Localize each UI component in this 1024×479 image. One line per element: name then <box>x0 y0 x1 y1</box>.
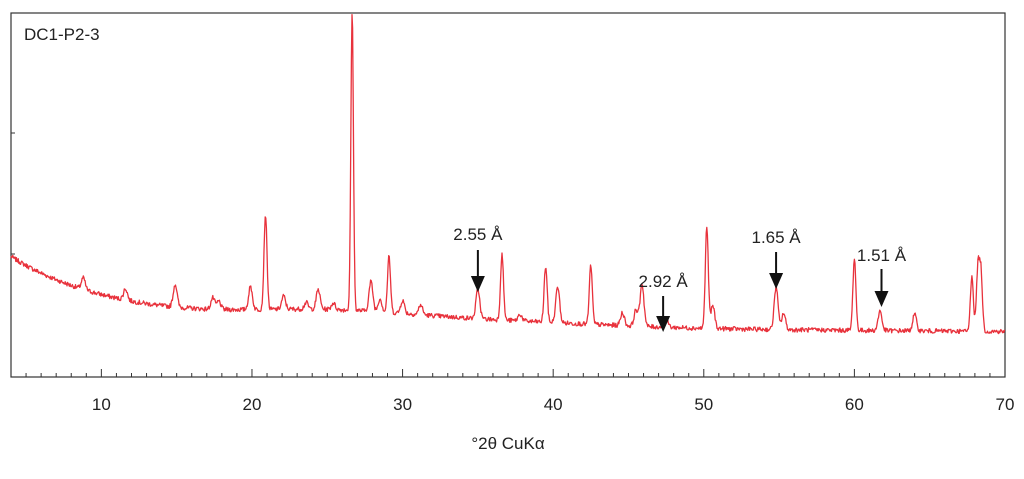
x-tick-label: 30 <box>393 395 412 414</box>
x-tick-label: 60 <box>845 395 864 414</box>
x-tick-label: 10 <box>92 395 111 414</box>
plot-frame <box>10 12 1006 378</box>
x-axis-label: °2θ CuKα <box>471 434 545 453</box>
x-tick-label: 50 <box>694 395 713 414</box>
annotation-arrow-head <box>470 276 485 292</box>
sample-label: DC1-P2-3 <box>24 25 100 44</box>
annotation-arrow-head <box>769 273 784 289</box>
annotation-label: 1.51 Å <box>857 246 907 265</box>
annotation-arrow-head <box>656 316 671 332</box>
diffraction-trace <box>10 13 1006 335</box>
annotation-label: 2.92 Å <box>639 272 689 291</box>
y-axis-ticks <box>11 132 15 255</box>
annotations: 2.55 Å 2.92 Å 1.65 Å 1.51 Å <box>453 225 907 332</box>
annotation-label: 1.65 Å <box>752 228 802 247</box>
x-tick-label: 20 <box>243 395 262 414</box>
x-axis-ticks: 10 20 30 40 50 60 70 <box>25 369 1015 414</box>
annotation-label: 2.55 Å <box>453 225 503 244</box>
x-tick-label: 70 <box>996 395 1015 414</box>
annotation-arrow-head <box>874 291 889 307</box>
x-tick-label: 40 <box>544 395 563 414</box>
